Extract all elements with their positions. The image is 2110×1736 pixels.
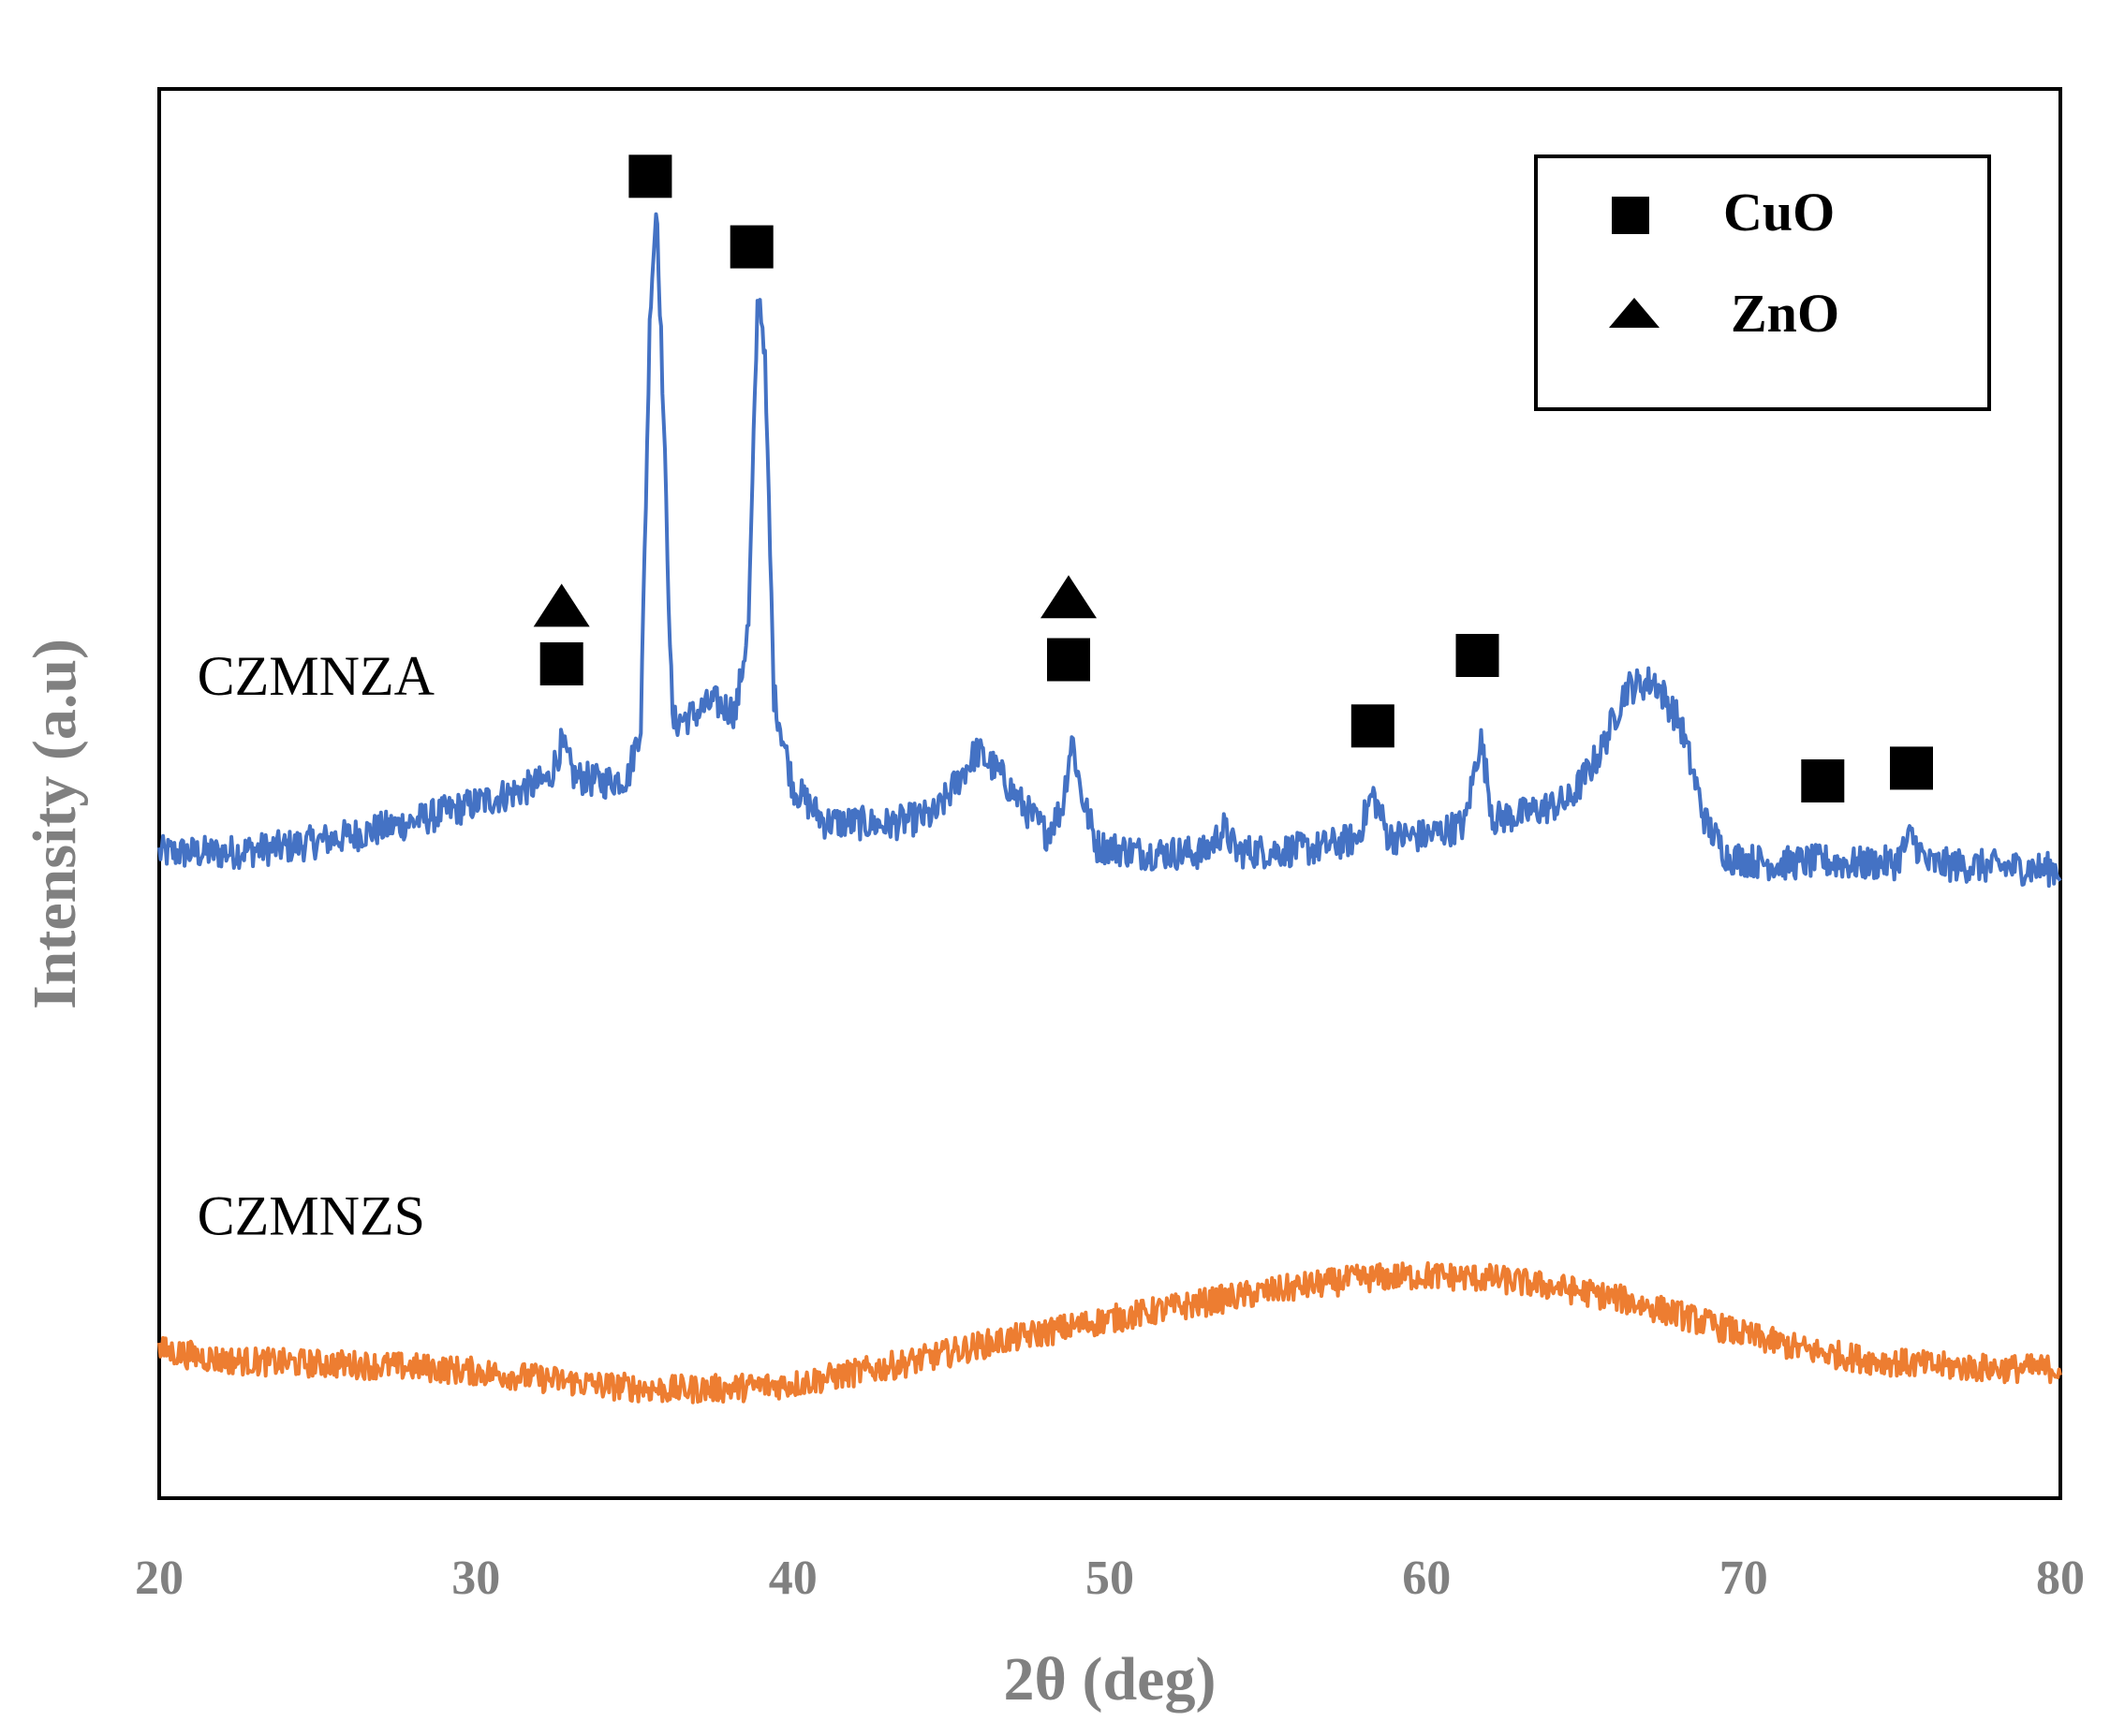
- x-axis-title: 2θ (deg): [1004, 1645, 1217, 1714]
- series-label-czmnzs: CZMNZS: [198, 1185, 425, 1247]
- x-tick-label-80: 80: [2036, 1552, 2085, 1605]
- peak-marker-cuo-4: [1047, 638, 1090, 682]
- series-line-czmnzs: [157, 1261, 2062, 1405]
- series-group: [157, 212, 2062, 1405]
- x-tick-label-60: 60: [1402, 1552, 1451, 1605]
- x-tick-label-40: 40: [769, 1552, 818, 1605]
- peak-marker-cuo-3: [730, 225, 774, 269]
- legend: CuO ZnO: [1534, 154, 1991, 411]
- y-axis-title: Intensity (a.u): [21, 639, 89, 1009]
- x-tick-label-20: 20: [135, 1552, 184, 1605]
- x-tick-label-30: 30: [451, 1552, 500, 1605]
- x-tick-labels: 20 30 40 50 60 70 80: [135, 1552, 2085, 1605]
- x-tick-label-50: 50: [1085, 1552, 1134, 1605]
- peak-marker-cuo-2: [628, 154, 672, 199]
- peak-marker-cuo-0: [539, 642, 583, 685]
- legend-zno-label: ZnO: [1731, 283, 1839, 344]
- series-line-czmnza: [157, 212, 2062, 889]
- legend-cuo-label: CuO: [1723, 182, 1835, 243]
- peak-marker-zno-5: [1040, 575, 1098, 619]
- x-tick-label-70: 70: [1719, 1552, 1768, 1605]
- series-label-czmnza: CZMNZA: [198, 645, 435, 707]
- peak-marker-zno-1: [533, 583, 590, 627]
- peak-marker-cuo-8: [1801, 759, 1845, 802]
- peak-marker-cuo-9: [1890, 746, 1933, 790]
- legend-zno-marker-icon: [1609, 298, 1660, 328]
- legend-cuo-marker-icon: [1612, 197, 1649, 234]
- peak-marker-cuo-7: [1455, 634, 1499, 677]
- plot-frame: [157, 87, 2062, 1500]
- legend-box: [1534, 154, 1991, 411]
- peak-marker-cuo-6: [1350, 704, 1394, 748]
- peak-markers: [533, 154, 1933, 802]
